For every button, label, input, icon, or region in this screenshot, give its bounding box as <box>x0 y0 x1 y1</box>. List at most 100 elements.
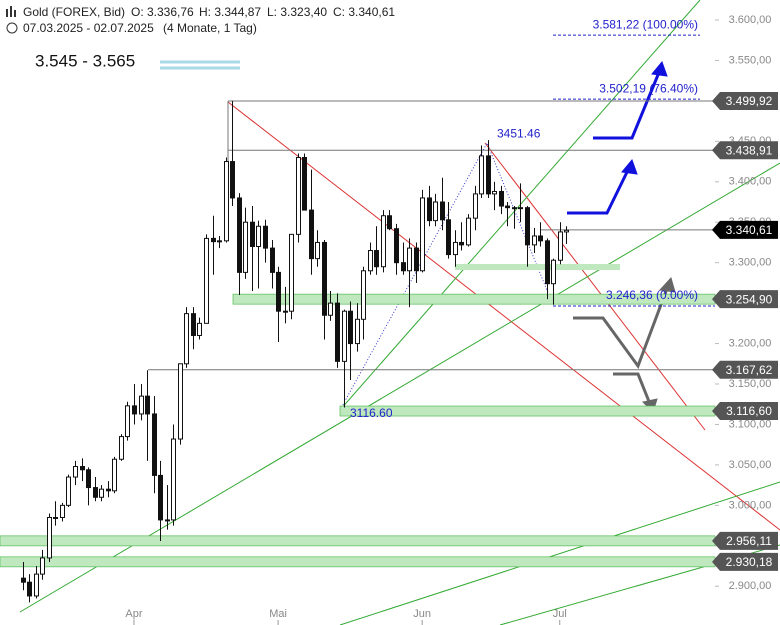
level-box <box>712 290 778 309</box>
candle-body <box>184 313 189 365</box>
candle-body <box>86 469 91 489</box>
candle-body <box>315 241 320 260</box>
candle-body <box>139 395 144 415</box>
candle-body <box>453 241 458 256</box>
candle-body <box>479 155 484 195</box>
candle-body <box>230 161 235 199</box>
candle-body <box>60 504 65 518</box>
candle-body <box>263 225 268 249</box>
candle-body <box>446 219 451 256</box>
candle-body <box>342 310 347 362</box>
candle-body <box>302 157 307 211</box>
x-tick-label: Apr <box>125 608 142 620</box>
candle-body <box>270 247 275 273</box>
candle-body <box>414 247 419 272</box>
candle-body <box>106 488 111 492</box>
icon <box>14 10 16 17</box>
candle-body <box>276 271 281 312</box>
candle-body <box>538 235 543 242</box>
fib-label: 3.581,22 (100.00%) <box>593 17 698 31</box>
level-label: 3.438,91 <box>726 143 773 157</box>
candle-body <box>289 233 294 312</box>
y-tick-label: 3.200,00 <box>729 337 772 349</box>
candle-body <box>73 466 78 478</box>
candle-body <box>348 310 353 345</box>
candle-body <box>80 466 85 471</box>
candle-body <box>224 161 229 242</box>
candle-body <box>125 405 130 438</box>
quote-close: C: 3.340,61 <box>333 5 395 19</box>
candle-body <box>145 395 150 415</box>
arrow <box>567 167 631 215</box>
candle-body <box>243 221 248 273</box>
level-zone <box>339 405 716 417</box>
candle-body <box>387 215 392 230</box>
level-box <box>712 531 778 550</box>
y-tick-label: 3.300,00 <box>729 257 772 269</box>
candle-body <box>178 363 183 440</box>
candle-body <box>433 201 438 222</box>
candle-body <box>459 241 464 246</box>
candle-body <box>158 474 163 521</box>
fib-label: 3.502,19 (76.40%) <box>599 81 698 95</box>
candle-body <box>283 310 288 313</box>
candle-body <box>505 205 510 209</box>
level-label: 3.116,60 <box>726 404 772 418</box>
icon <box>10 6 12 17</box>
candle-body <box>204 237 209 324</box>
candle-body <box>512 207 517 210</box>
candle-body <box>374 250 379 268</box>
title: Gold (FOREX, Bid) <box>23 5 125 19</box>
x-tick-label: Jun <box>413 608 431 620</box>
price-annotation: 3451.46 <box>497 126 541 140</box>
arrowhead <box>651 61 668 77</box>
x-tick-label: Mai <box>269 608 287 620</box>
level-label: 2.956,11 <box>726 534 772 548</box>
candle-body <box>47 516 52 559</box>
price-annotation: 3116.60 <box>350 406 393 420</box>
y-tick-label: 3.000,00 <box>729 499 772 511</box>
candle-body <box>132 405 137 415</box>
quote-low: L: 3.323,40 <box>267 5 327 19</box>
candle-body <box>525 207 530 246</box>
level-box <box>712 220 778 239</box>
candle-body <box>401 262 406 272</box>
level-box <box>712 141 778 160</box>
candle-body <box>211 237 216 243</box>
candle-body <box>197 322 202 336</box>
y-tick-label: 3.150,00 <box>729 378 772 390</box>
candle-body <box>381 215 386 268</box>
candle-body <box>532 235 537 246</box>
candle-body <box>171 438 176 521</box>
candle-body <box>368 250 373 272</box>
level-zone <box>0 556 716 568</box>
candle-body <box>518 207 523 210</box>
candle-body <box>427 197 432 222</box>
arrowhead <box>658 277 676 293</box>
arrows <box>567 61 676 413</box>
zone <box>455 264 620 270</box>
level-label: 3.167,62 <box>726 363 773 377</box>
target-label: 3.545 - 3.565 <box>35 51 135 70</box>
candle-body <box>217 240 222 243</box>
candle-body <box>112 458 117 492</box>
candle-body <box>394 228 399 264</box>
candle-body <box>296 157 301 235</box>
subtitle: 07.03.2025 - 02.07.2025 <box>23 21 154 35</box>
fib-label: 3.246,36 (0.00%) <box>606 288 698 302</box>
candle-body <box>66 476 71 506</box>
level-label: 3.499,92 <box>726 94 773 108</box>
candle-body <box>119 436 124 460</box>
level-box <box>712 91 778 110</box>
candle-body <box>191 313 196 336</box>
y-tick-label: 3.100,00 <box>729 418 772 430</box>
candle-body <box>309 209 314 260</box>
candle-body <box>335 302 340 362</box>
level-label: 2.930,18 <box>726 555 773 569</box>
candle-body <box>250 221 255 247</box>
candle-body <box>322 241 327 316</box>
level-label: 3.254,90 <box>726 292 773 306</box>
period: (4 Monate, 1 Tag) <box>163 21 257 35</box>
